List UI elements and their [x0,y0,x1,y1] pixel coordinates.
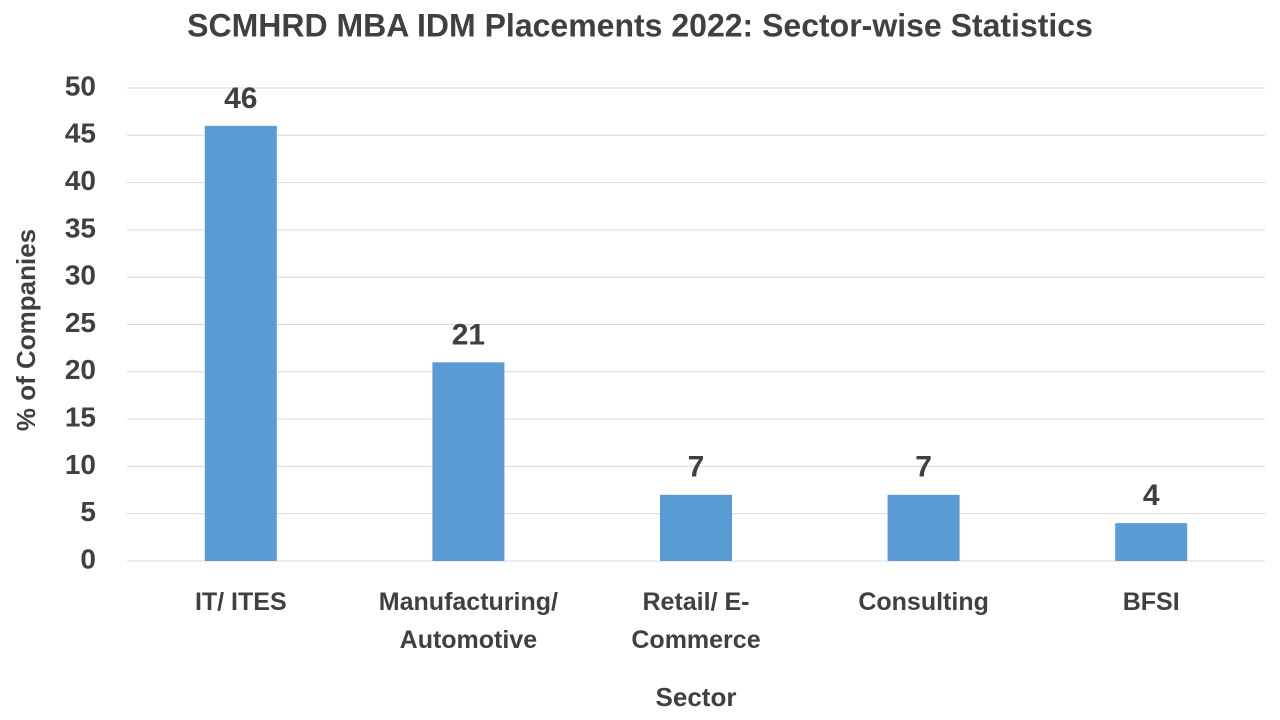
y-tick-label: 50 [65,70,96,101]
x-axis-title: Sector [656,682,737,712]
bar [432,362,505,561]
x-tick-label: Consulting [858,588,989,616]
y-tick-label: 40 [65,165,96,196]
y-tick-label: 10 [65,449,96,480]
bar [887,494,960,561]
y-tick-label: 35 [65,212,96,243]
x-tick-label: Manufacturing/ Automotive [378,588,558,654]
data-label: 46 [224,82,257,115]
bar [660,494,732,561]
y-tick-label: 5 [80,496,96,527]
y-tick-label: 20 [65,354,96,385]
bar [204,125,277,561]
y-axis-title: % of Companies [11,229,41,431]
x-tick-label: BFSI [1122,588,1180,616]
x-tick-label: Retail/ E-Commerce [631,588,761,654]
bar [1115,523,1188,561]
x-tick-label: IT/ ITES [194,588,287,616]
y-tick-label: 0 [80,543,96,574]
data-label: 7 [688,451,705,484]
chart-title: SCMHRD MBA IDM Placements 2022: Sector-w… [187,7,1093,43]
data-label: 4 [1143,479,1160,512]
y-tick-label: 30 [65,260,96,291]
y-tick-label: 15 [65,401,96,432]
data-label: 7 [915,451,932,484]
y-tick-label: 25 [65,307,96,338]
data-label: 21 [452,318,485,351]
y-tick-label: 45 [65,118,96,149]
